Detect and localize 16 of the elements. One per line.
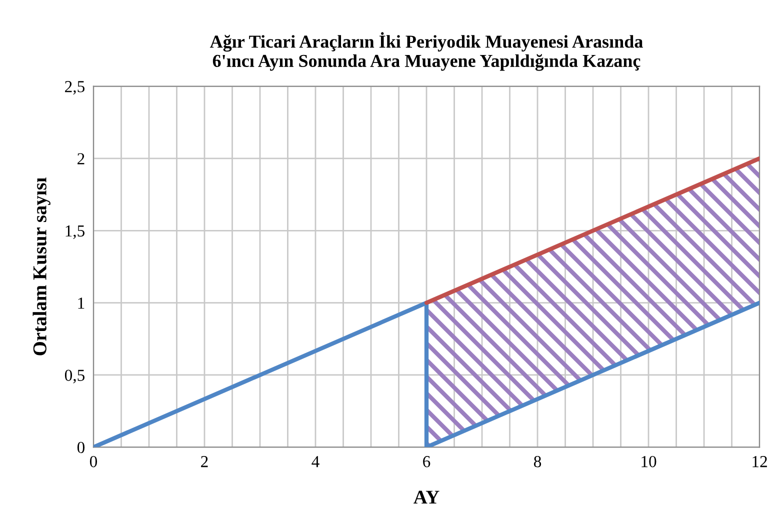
- x-tick-label: 0: [90, 456, 98, 468]
- y-tick-label: 2: [78, 153, 84, 164]
- x-tick-label: 8: [534, 456, 542, 468]
- y-tick-label: 1: [78, 298, 84, 309]
- x-tick-label: 10: [642, 456, 656, 468]
- y-tick-label: 1,5: [66, 225, 84, 239]
- x-tick-label: 4: [312, 456, 320, 468]
- x-tick-label: 2: [201, 456, 208, 468]
- y-axis-title: Ortalam Kusur sayısı: [32, 178, 50, 356]
- x-axis-title: AY: [414, 490, 440, 504]
- chart-title: Ağır Ticari Araçların İki Periyodik Muayenesi Arasında 6'ıncı Ayın Sonunda Ara Muayene Yapıldığında Kazanç: [210, 32, 643, 71]
- x-tick-label: 6: [423, 456, 430, 468]
- y-tick-label: 2,5: [65, 81, 84, 95]
- y-tick-label: 0,5: [64, 370, 84, 384]
- y-tick-label: 0: [77, 442, 85, 454]
- x-tick-label: 12: [752, 456, 767, 468]
